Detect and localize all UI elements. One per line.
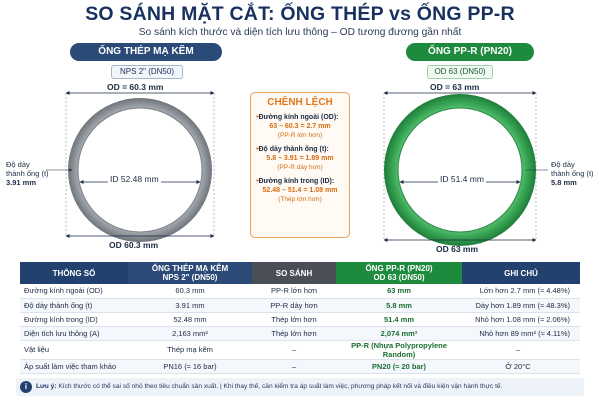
cell-compare: Thép lớn hơn — [252, 326, 336, 341]
cell-ppr: 2,074 mm² — [336, 326, 462, 341]
cell-param: Đường kính trong (ID) — [20, 312, 128, 327]
table-row: Đường kính ngoài (OD) 60.3 mm PP-R lớn h… — [20, 284, 580, 299]
cell-compare: – — [252, 359, 336, 374]
cell-compare: Thép lớn hơn — [252, 312, 336, 327]
cell-compare: PP-R dày hơn — [252, 298, 336, 313]
cell-ppr: 5.8 mm — [336, 298, 462, 313]
column-header-note: GHI CHÚ — [462, 262, 580, 284]
footer-label: Lưu ý: — [36, 383, 57, 390]
cell-note: Lớn hơn 2.7 mm (≈ 4.48%) — [462, 284, 580, 299]
cell-param: Đường kính ngoài (OD) — [20, 284, 128, 299]
ppr-pipe-section — [383, 91, 548, 246]
column-header-param: THÔNG SỐ — [20, 262, 128, 284]
column-header-ppr: ỐNG PP-R (PN20) OD 63 (DN50) — [336, 262, 462, 284]
footer-note: i Lưu ý: Kích thước có thể sai số nhỏ th… — [16, 378, 584, 396]
difference-item-od: Đường kính ngoài (OD): 63 – 60.3 = 2.7 m… — [256, 113, 344, 140]
cell-param: Độ dày thành ống (t) — [20, 298, 128, 313]
ppr-od-bottom-label: OD 63 mm — [436, 244, 479, 254]
steel-pipe-section — [46, 91, 215, 242]
column-header-steel: ỐNG THÉP MẠ KẼM NPS 2" (DN50) — [128, 262, 252, 284]
cell-steel: 3.91 mm — [128, 298, 252, 313]
steel-od-top-label: OD = 60.3 mm — [107, 82, 164, 92]
steel-pipe-bore — [77, 107, 203, 233]
cell-compare: PP-R lớn hơn — [252, 284, 336, 299]
cell-note: Ở 20°C — [462, 359, 580, 374]
table-row: Áp suất làm việc tham khảo PN16 (≈ 16 ba… — [20, 359, 580, 374]
ppr-od-top-label: OD = 63 mm — [430, 82, 480, 92]
page-subtitle: So sánh kích thước và diện tích lưu thôn… — [138, 27, 462, 38]
page-title: SO SÁNH MẶT CẮT: ỐNG THÉP vs ỐNG PP-R — [85, 3, 515, 25]
info-icon: i — [20, 381, 32, 393]
cell-note: Dày hơn 1.89 mm (≈ 48.3%) — [462, 298, 580, 313]
difference-title: CHÊNH LỆCH — [267, 97, 333, 108]
comparison-table: THÔNG SỐ ỐNG THÉP MẠ KẼM NPS 2" (DN50) S… — [20, 262, 580, 374]
cell-param: Vật liệu — [20, 340, 128, 360]
steel-thickness-label: Độ dày thành ống (t) 3.91 mm — [6, 160, 49, 187]
cell-steel: 2,163 mm² — [128, 326, 252, 341]
cell-note: Nhỏ hơn 1.08 mm (≈ 2.06%) — [462, 312, 580, 327]
ppr-header: ỐNG PP-R (PN20) — [406, 43, 534, 61]
table-header-row: THÔNG SỐ ỐNG THÉP MẠ KẼM NPS 2" (DN50) S… — [20, 262, 580, 284]
difference-item-thickness: Độ dày thành ống (t): 5.8 – 3.91 = 1.89 … — [256, 145, 344, 172]
cell-steel: Thép mạ kẽm — [128, 340, 252, 360]
steel-size-label: NPS 2" (DN50) — [111, 65, 183, 79]
column-header-compare: SO SÁNH — [252, 262, 336, 284]
table-row: Độ dày thành ống (t) 3.91 mm PP-R dày hơ… — [20, 298, 580, 313]
cell-ppr: PN20 (≈ 20 bar) — [336, 359, 462, 374]
ppr-id-label: ID 51.4 mm — [438, 174, 486, 184]
cell-param: Áp suất làm việc tham khảo — [20, 359, 128, 374]
cell-note: Nhỏ hơn 89 mm² (≈ 4.11%) — [462, 326, 580, 341]
difference-panel: CHÊNH LỆCH Đường kính ngoài (OD): 63 – 6… — [250, 92, 350, 238]
cell-ppr: 51.4 mm — [336, 312, 462, 327]
table-row: Đường kính trong (ID) 52.48 mm Thép lớn … — [20, 312, 580, 327]
cell-param: Diện tích lưu thông (A) — [20, 326, 128, 341]
footer-text: Kích thước có thể sai số nhỏ theo tiêu c… — [58, 383, 503, 390]
cell-note: – — [462, 340, 580, 360]
steel-id-label: ID 52.48 mm — [108, 174, 161, 184]
cell-steel: 60.3 mm — [128, 284, 252, 299]
cell-steel: PN16 (≈ 16 bar) — [128, 359, 252, 374]
cross-section-figure — [46, 91, 548, 246]
table-row: Vật liệu Thép mạ kẽm – PP-R (Nhựa Polypr… — [20, 340, 580, 360]
cell-ppr: 63 mm — [336, 284, 462, 299]
cell-ppr: PP-R (Nhựa Polypropylene Random) — [336, 340, 462, 360]
difference-item-id: Đường kính trong (ID): 52.48 – 51.4 = 1.… — [256, 177, 344, 204]
cell-steel: 52.48 mm — [128, 312, 252, 327]
ppr-thickness-label: Độ dày thành ống (t) 5.8 mm — [551, 160, 594, 187]
cell-compare: – — [252, 340, 336, 360]
steel-od-bottom-label: OD 60.3 mm — [109, 240, 159, 250]
table-row: Diện tích lưu thông (A) 2,163 mm² Thép l… — [20, 326, 580, 341]
ppr-pipe-bore — [397, 107, 523, 233]
ppr-size-label: OD 63 (DN50) — [427, 65, 493, 79]
steel-header: ỐNG THÉP MẠ KẼM — [70, 43, 222, 61]
